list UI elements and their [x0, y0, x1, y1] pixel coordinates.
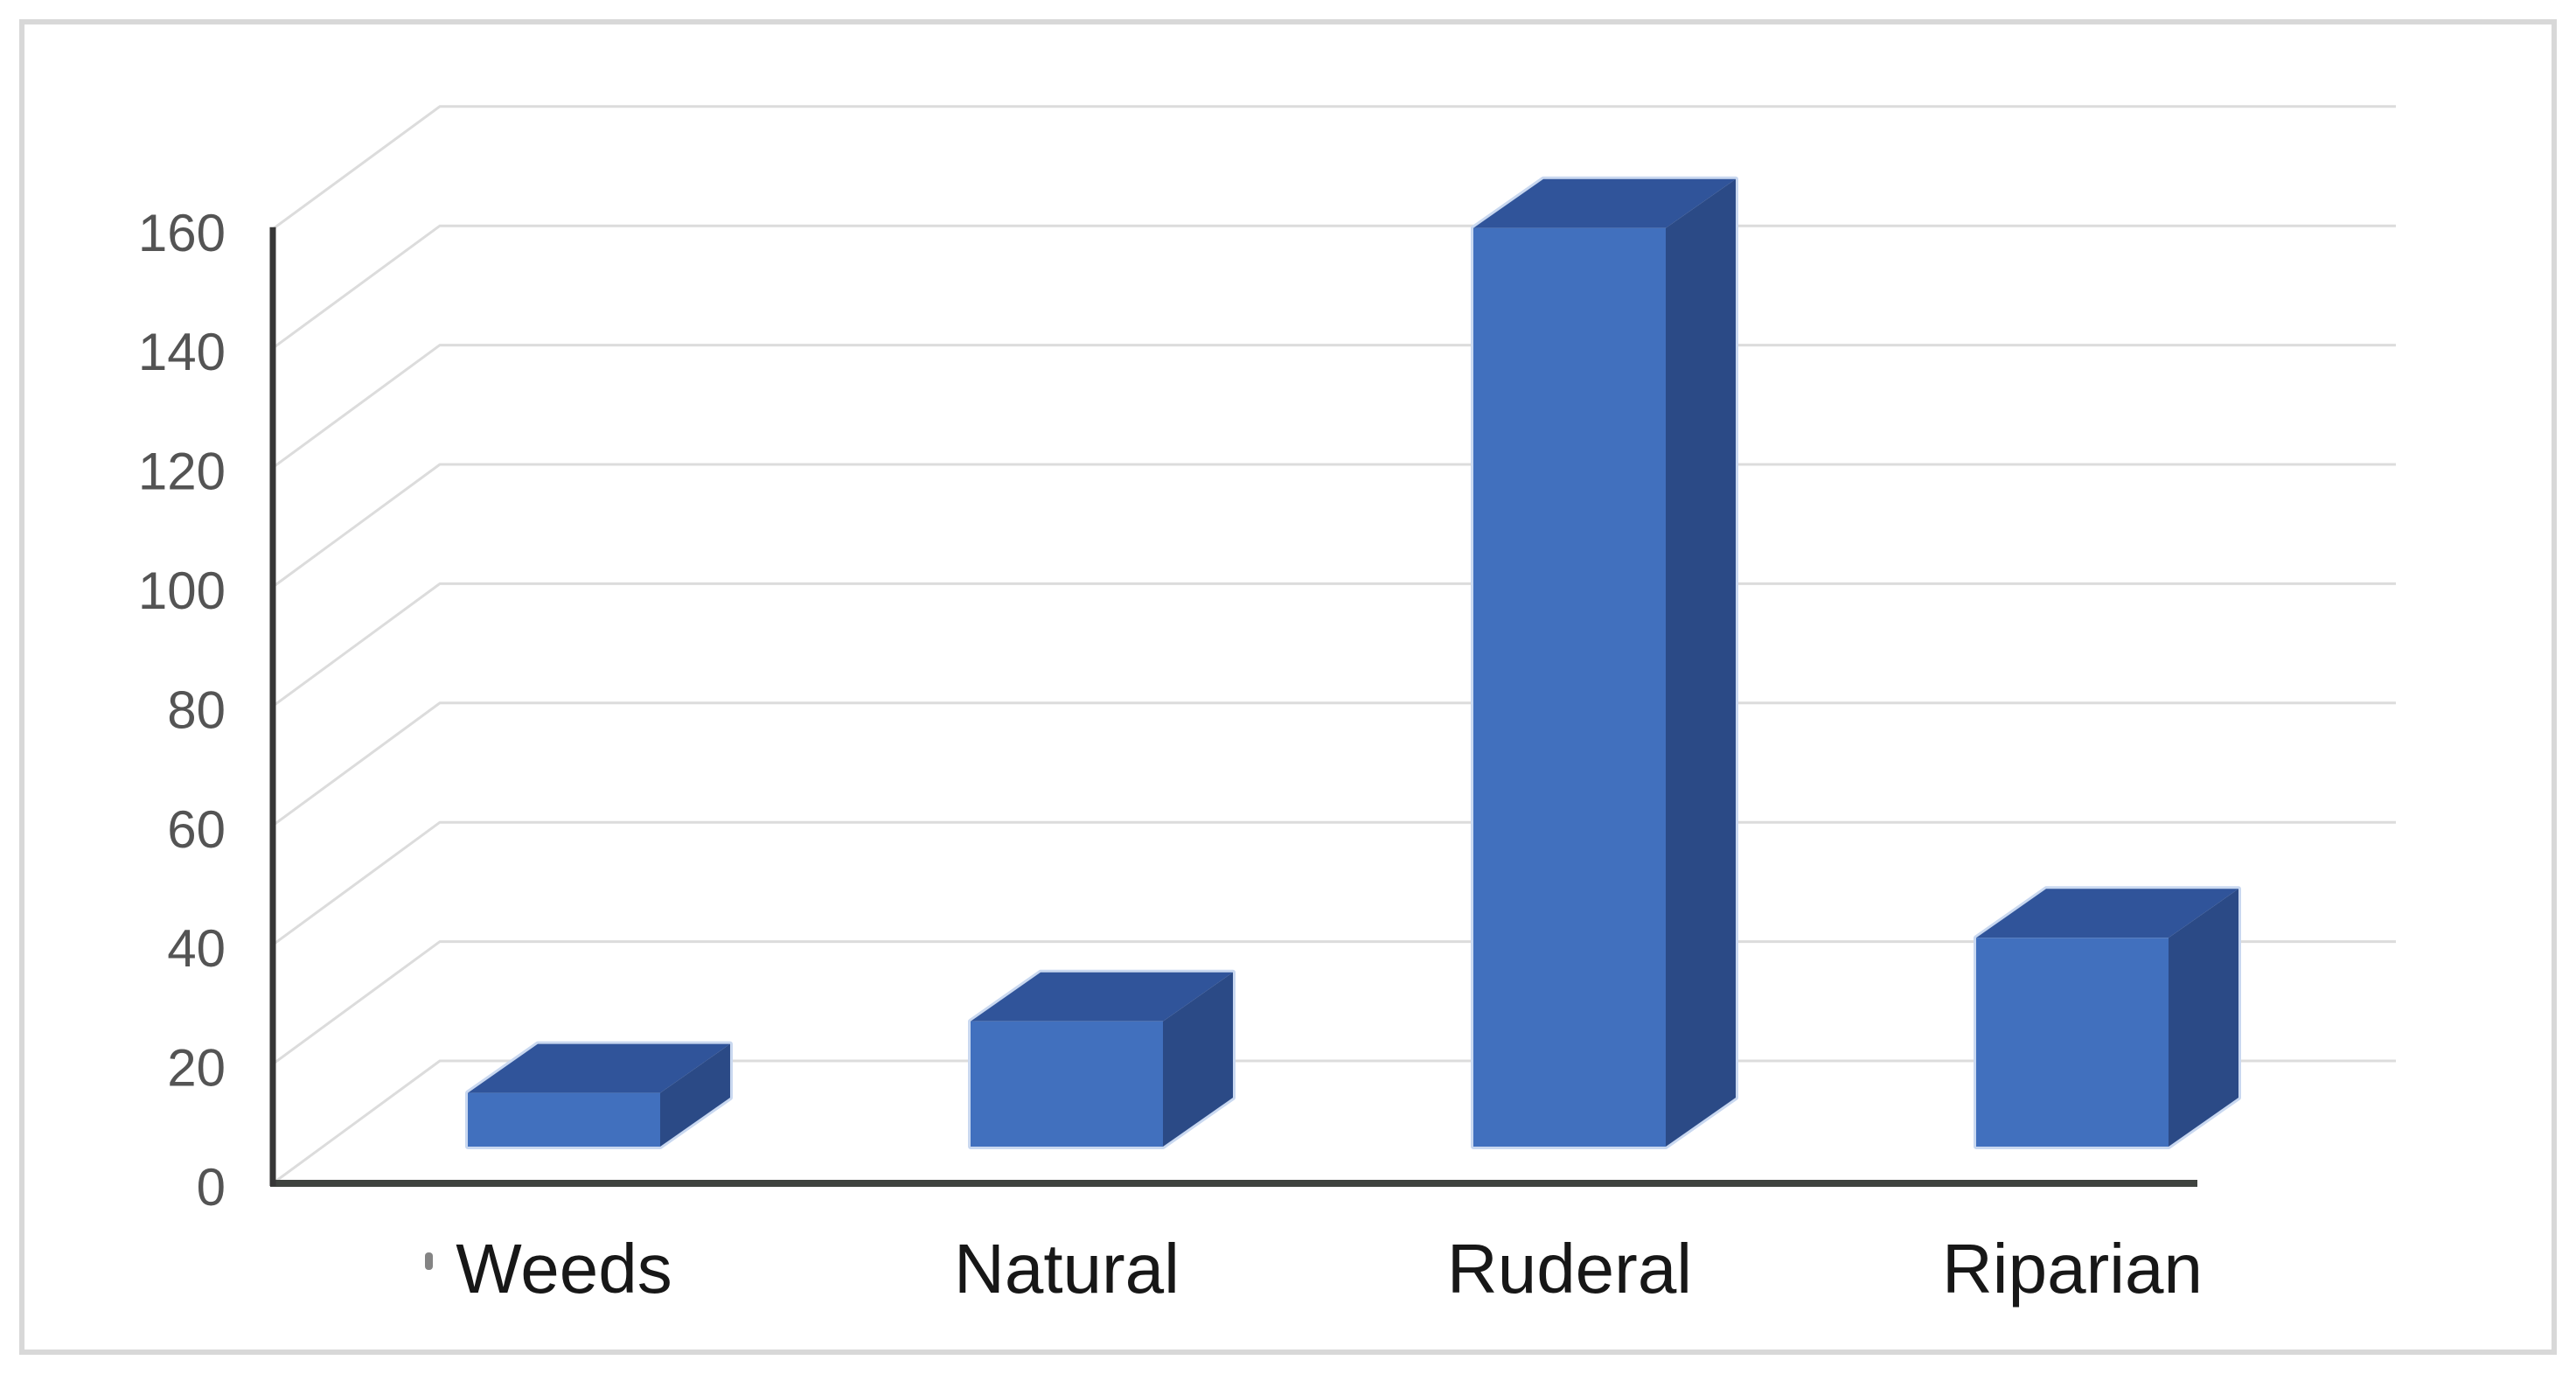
- bar-front-face: [1473, 227, 1666, 1147]
- y-axis-label-0: 0: [197, 1158, 226, 1217]
- category-label-ruderal: Ruderal: [1447, 1230, 1692, 1308]
- bar-riparian: [1974, 886, 2241, 1149]
- bar-front-face: [468, 1092, 660, 1147]
- gridline-20: [272, 940, 2396, 1065]
- category-label-riparian: Riparian: [1942, 1230, 2203, 1308]
- bar-top-face: [468, 1043, 730, 1093]
- y-axis-label-140: 140: [138, 323, 226, 381]
- gridline-60: [272, 701, 2396, 827]
- gridline-40: [272, 820, 2396, 946]
- y-axis-label-40: 40: [167, 919, 226, 978]
- bar-side-face: [1666, 178, 1736, 1147]
- gridline-140: [272, 224, 2396, 350]
- bar-natural: [968, 969, 1236, 1149]
- bar-top-face: [971, 972, 1233, 1022]
- bar-side-face: [2169, 889, 2238, 1147]
- bar-weeds: [465, 1041, 733, 1149]
- category-label-weeds: Weeds: [456, 1230, 672, 1308]
- bar-ruderal: [1471, 176, 1738, 1149]
- y-axis-label-80: 80: [167, 680, 226, 739]
- gridline-100: [272, 463, 2396, 589]
- bar-front-face: [1976, 938, 2169, 1147]
- y-axis-label-120: 120: [138, 443, 226, 501]
- y-axis-label-60: 60: [167, 800, 226, 859]
- bar-front-face: [971, 1021, 1163, 1147]
- gridline-0: [272, 1059, 2396, 1185]
- stray-mark: [425, 1252, 433, 1270]
- y-axis-label-20: 20: [167, 1039, 226, 1098]
- bar-side-face: [660, 1043, 730, 1147]
- bar-top-face: [1976, 889, 2238, 938]
- gridline-80: [272, 582, 2396, 708]
- bar-top-face: [1473, 178, 1736, 228]
- bar-side-face: [1163, 972, 1233, 1147]
- y-axis-label-160: 160: [138, 204, 226, 262]
- figure-border: [19, 19, 2557, 1355]
- gridline-160: [272, 105, 2396, 231]
- category-label-natural: Natural: [954, 1230, 1180, 1308]
- y-axis-label-100: 100: [138, 561, 226, 620]
- gridline-120: [272, 344, 2396, 469]
